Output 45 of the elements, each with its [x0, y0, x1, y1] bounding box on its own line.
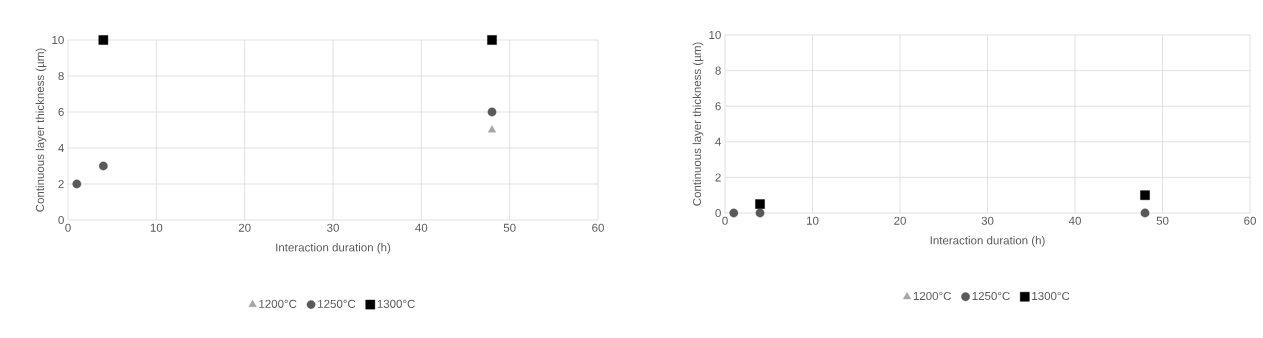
point: [487, 35, 497, 45]
x-tick-label: 50: [1156, 216, 1169, 225]
y-axis-title: Continuous layer thickness (µm): [692, 42, 704, 206]
y-tick-label: 6: [715, 102, 721, 111]
x-tick-label: 30: [327, 223, 339, 232]
x-axis-title: Interaction duration (h): [276, 243, 391, 254]
y-tick-label: 6: [58, 107, 64, 117]
x-tick-label: 40: [415, 223, 428, 232]
legend-label: 1200°C: [259, 299, 297, 308]
x-tick-label: 40: [1068, 216, 1081, 225]
y-axis-title: Continuous layer thickness (µm): [35, 48, 47, 212]
point: [729, 208, 739, 218]
point: [72, 179, 82, 189]
y-tick-label: 4: [715, 137, 721, 146]
x-tick-label: 0: [722, 216, 728, 225]
x-tick-label: 60: [592, 223, 604, 232]
legend-label: 1250°C: [318, 299, 356, 308]
y-tick-label: 2: [58, 179, 64, 189]
x-tick-label: 10: [150, 223, 163, 232]
x-tick-label: 20: [238, 223, 251, 232]
x-tick-label: 20: [894, 216, 906, 225]
x-tick-label: 10: [806, 216, 819, 225]
y-tick-label: 8: [715, 66, 721, 75]
y-tick-label: 2: [715, 173, 721, 182]
legend-label: 1200°C: [913, 291, 951, 301]
legend-label: 1300°C: [1032, 291, 1070, 301]
x-tick-label: 50: [503, 223, 516, 232]
point: [755, 199, 765, 209]
point: [487, 107, 497, 117]
point: [755, 208, 765, 218]
point: [1140, 190, 1150, 200]
y-tick-label: 4: [58, 144, 64, 152]
point: [98, 35, 109, 45]
point: [487, 125, 497, 133]
legend-label: 1250°C: [972, 291, 1010, 301]
y-tick-label: 10: [52, 35, 64, 45]
x-axis-title: Interaction duration (h): [930, 236, 1045, 247]
y-tick-label: 8: [58, 71, 64, 81]
point: [98, 161, 108, 171]
legend-label: 1300°C: [377, 299, 415, 308]
x-tick-label: 60: [1244, 216, 1256, 225]
x-tick-label: 0: [65, 223, 71, 232]
x-tick-label: 30: [981, 216, 994, 225]
y-tick-label: 0: [715, 208, 721, 218]
y-tick-label: 10: [709, 30, 721, 40]
